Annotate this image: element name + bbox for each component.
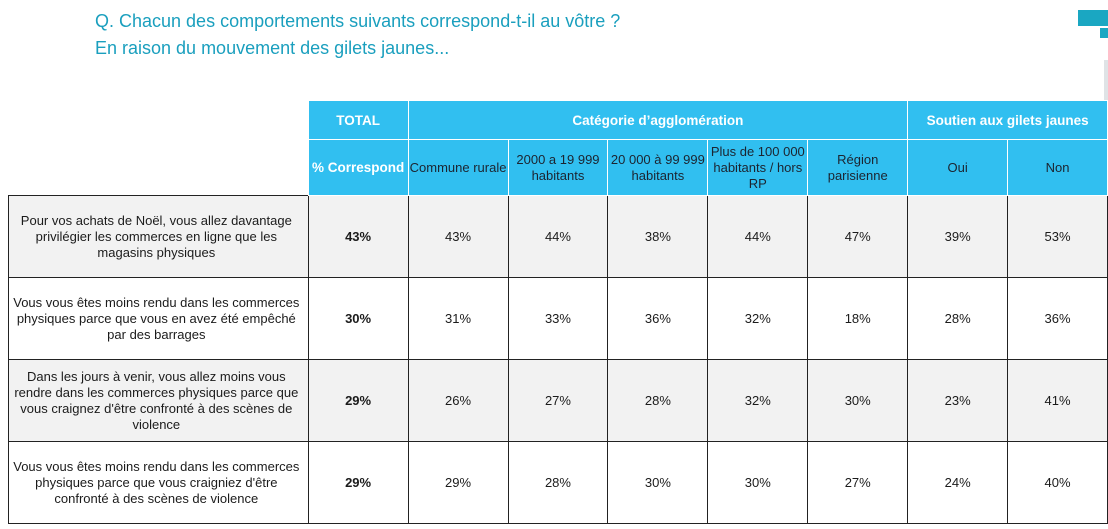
brand-corner-mark	[1078, 10, 1108, 26]
cell-2000-19999: 28%	[507, 441, 609, 524]
cell-region-parisienne: 27%	[807, 441, 909, 524]
cell-oui: 28%	[907, 277, 1009, 360]
cell-total: 29%	[307, 441, 409, 524]
results-table: TOTAL Catégorie d’agglomération Soutien …	[8, 100, 1108, 524]
cell-commune-rurale: 29%	[407, 441, 509, 524]
cell-2000-19999: 44%	[507, 195, 609, 278]
cell-region-parisienne: 47%	[807, 195, 909, 278]
cell-plus-100000: 32%	[707, 359, 809, 442]
page-edge-strip	[1104, 60, 1108, 120]
header-total: TOTAL	[307, 100, 409, 140]
cell-total: 30%	[307, 277, 409, 360]
cell-20000-99999: 38%	[607, 195, 709, 278]
cell-region-parisienne: 30%	[807, 359, 909, 442]
cell-20000-99999: 36%	[607, 277, 709, 360]
header-agglomeration: Catégorie d’agglomération	[407, 100, 909, 140]
cell-non: 41%	[1007, 359, 1108, 442]
col-plus-100000: Plus de 100 000 habitants / hors RP	[707, 139, 809, 196]
table-row: Vous vous êtes moins rendu dans les comm…	[8, 277, 1108, 360]
cell-oui: 24%	[907, 441, 1009, 524]
column-header-row: % Correspond Commune rurale 2000 a 19 99…	[8, 139, 1108, 196]
cell-commune-rurale: 26%	[407, 359, 509, 442]
header-soutien: Soutien aux gilets jaunes	[907, 100, 1108, 140]
col-2000-19999: 2000 a 19 999 habitants	[507, 139, 609, 196]
row-label: Pour vos achats de Noël, vous allez dava…	[8, 195, 309, 278]
col-commune-rurale: Commune rurale	[407, 139, 509, 196]
row-label: Dans les jours à venir, vous allez moins…	[8, 359, 309, 442]
cell-non: 53%	[1007, 195, 1108, 278]
cell-2000-19999: 33%	[507, 277, 609, 360]
col-oui: Oui	[907, 139, 1009, 196]
group-header-row: TOTAL Catégorie d’agglomération Soutien …	[8, 100, 1108, 140]
question-title: Q. Chacun des comportements suivants cor…	[95, 11, 621, 31]
cell-2000-19999: 27%	[507, 359, 609, 442]
header-spacer	[8, 139, 309, 196]
cell-20000-99999: 28%	[607, 359, 709, 442]
cell-oui: 39%	[907, 195, 1009, 278]
table-row: Vous vous êtes moins rendu dans les comm…	[8, 441, 1108, 524]
brand-corner-mark-small	[1100, 28, 1108, 38]
cell-region-parisienne: 18%	[807, 277, 909, 360]
cell-plus-100000: 32%	[707, 277, 809, 360]
table-row: Dans les jours à venir, vous allez moins…	[8, 359, 1108, 442]
col-region-parisienne: Région parisienne	[807, 139, 909, 196]
cell-commune-rurale: 31%	[407, 277, 509, 360]
cell-20000-99999: 30%	[607, 441, 709, 524]
cell-non: 40%	[1007, 441, 1108, 524]
col-correspond: % Correspond	[307, 139, 409, 196]
col-non: Non	[1007, 139, 1108, 196]
cell-total: 43%	[307, 195, 409, 278]
table-row: Pour vos achats de Noël, vous allez dava…	[8, 195, 1108, 278]
col-20000-99999: 20 000 à 99 999 habitants	[607, 139, 709, 196]
question-subtitle: En raison du mouvement des gilets jaunes…	[95, 38, 450, 58]
row-label: Vous vous êtes moins rendu dans les comm…	[8, 277, 309, 360]
header-spacer	[8, 100, 309, 140]
cell-oui: 23%	[907, 359, 1009, 442]
cell-commune-rurale: 43%	[407, 195, 509, 278]
row-label: Vous vous êtes moins rendu dans les comm…	[8, 441, 309, 524]
cell-plus-100000: 44%	[707, 195, 809, 278]
cell-total: 29%	[307, 359, 409, 442]
question-block: Q. Chacun des comportements suivants cor…	[95, 8, 620, 62]
cell-plus-100000: 30%	[707, 441, 809, 524]
cell-non: 36%	[1007, 277, 1108, 360]
